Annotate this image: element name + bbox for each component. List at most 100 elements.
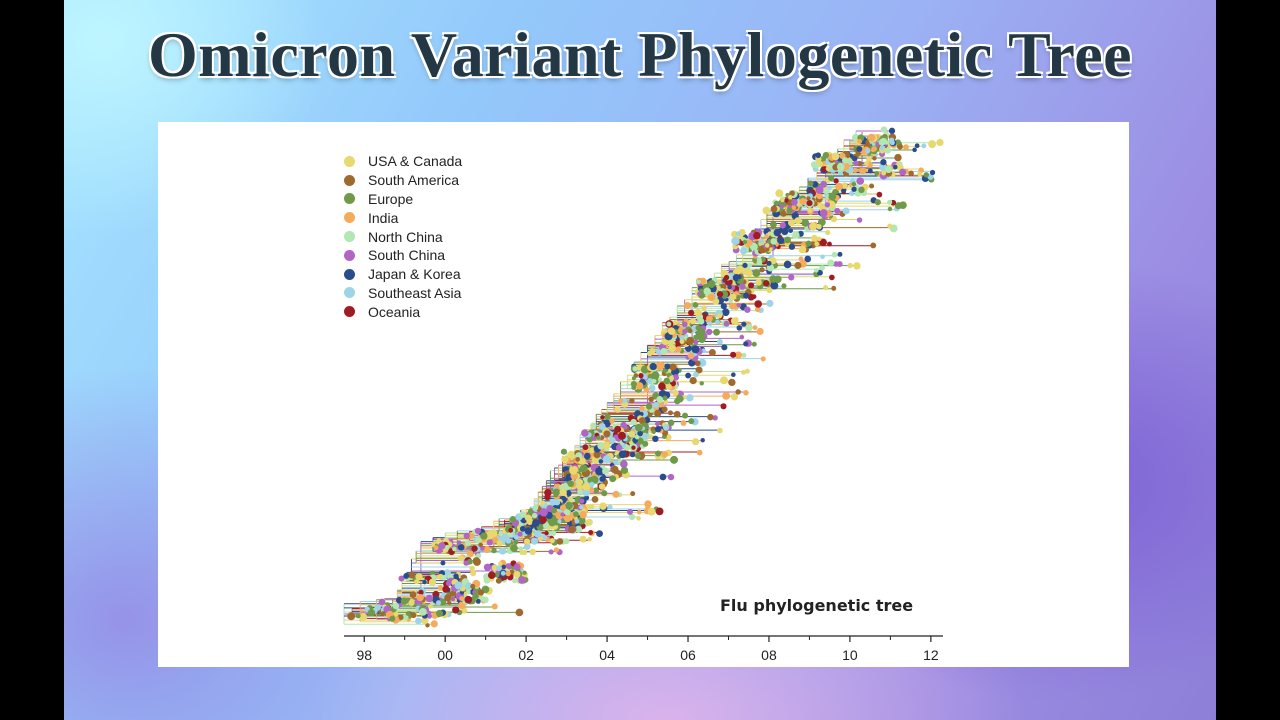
tree-tip — [921, 143, 927, 149]
tree-tip — [836, 162, 845, 171]
tree-tip — [518, 546, 524, 551]
tree-tip — [513, 577, 519, 583]
tree-tip — [758, 238, 765, 244]
tree-tip — [599, 502, 607, 510]
legend-swatch — [344, 287, 355, 299]
tree-tip — [602, 467, 610, 475]
tree-tip — [756, 259, 763, 266]
tree-tip — [660, 347, 668, 355]
tree-tip — [744, 368, 750, 374]
tree-tip — [435, 600, 442, 606]
tree-tip — [829, 274, 835, 281]
tree-tip — [584, 452, 591, 460]
tree-tip — [425, 623, 430, 628]
tree-tip — [807, 180, 814, 187]
tree-tip — [398, 575, 405, 582]
tree-tip — [579, 498, 585, 504]
tree-tip — [694, 360, 701, 367]
tree-tip — [731, 372, 736, 378]
tree-tip — [539, 508, 548, 517]
tree-tip — [889, 137, 895, 143]
tree-tip — [526, 518, 534, 525]
tree-tip — [817, 218, 826, 227]
tree-tip — [864, 161, 869, 166]
tree-tip — [427, 613, 432, 619]
tree-tip — [712, 415, 718, 421]
tree-tip — [780, 210, 787, 217]
tree-tip — [574, 518, 580, 524]
tree-tip — [699, 381, 704, 386]
tree-tip — [460, 607, 468, 614]
tree-tip — [592, 436, 597, 441]
tree-tip — [679, 335, 685, 341]
tree-tip — [745, 324, 753, 332]
tree-tip — [582, 444, 589, 451]
tree-tip — [788, 228, 793, 233]
tree-tip — [781, 283, 787, 289]
legend-swatch — [344, 212, 355, 224]
tree-tip — [695, 366, 703, 374]
tree-tip — [509, 516, 517, 523]
tree-tip — [853, 262, 861, 270]
tree-tip — [464, 540, 472, 547]
tree-tip — [679, 338, 685, 344]
tree-tip — [717, 427, 723, 434]
tree-tip — [635, 452, 642, 459]
tree-tip — [408, 599, 415, 606]
tree-tip — [730, 393, 739, 401]
tree-tip — [445, 580, 452, 586]
tree-tip — [441, 574, 447, 581]
tree-tip — [696, 449, 703, 456]
tree-tip — [359, 613, 368, 622]
tree-tip — [884, 165, 893, 174]
tree-tip — [669, 363, 677, 371]
tree-tip — [851, 156, 858, 162]
tree-tip — [776, 189, 784, 197]
tree-tip — [715, 319, 720, 325]
tree-tip — [630, 380, 637, 388]
tree-tip — [522, 570, 527, 575]
tree-tip — [602, 455, 611, 464]
tree-tip — [495, 577, 502, 584]
tree-tip — [917, 171, 923, 177]
tree-tip — [770, 281, 779, 290]
tree-tip — [872, 156, 877, 161]
tree-tip — [453, 573, 459, 579]
tree-tip — [720, 403, 727, 410]
tree-tip — [747, 293, 755, 301]
tree-tip — [688, 418, 695, 425]
tree-tip — [533, 529, 542, 538]
tree-tip — [784, 236, 791, 244]
tree-tip — [723, 320, 730, 327]
tree-tip — [628, 513, 636, 521]
x-tick-label: 08 — [761, 647, 777, 663]
tree-tip — [760, 356, 766, 362]
tree-tip — [851, 181, 857, 187]
tree-tip — [742, 239, 748, 245]
tree-tip — [681, 321, 688, 328]
tree-tip — [888, 127, 896, 135]
tree-tip — [539, 515, 548, 524]
tree-tip — [450, 596, 456, 602]
tree-tip — [798, 245, 807, 254]
tree-tip — [743, 390, 749, 396]
tree-tip — [414, 579, 420, 585]
tree-tip — [419, 607, 427, 616]
tree-tip — [716, 313, 723, 319]
tree-tip — [816, 193, 823, 200]
legend-item: South America — [344, 171, 462, 190]
tree-tip — [697, 318, 705, 325]
tree-tip — [874, 171, 880, 176]
tree-tip — [880, 126, 888, 133]
tree-tip — [814, 241, 820, 247]
tree-tip — [792, 231, 800, 239]
tree-tip — [652, 435, 659, 443]
tree-tip — [655, 421, 661, 427]
tree-tip — [755, 279, 762, 286]
tree-tip — [791, 198, 798, 206]
tree-tip — [871, 146, 877, 152]
tree-tip — [852, 167, 858, 173]
tree-tip — [770, 205, 778, 213]
tree-tip — [630, 418, 637, 426]
tree-tip — [667, 473, 675, 481]
